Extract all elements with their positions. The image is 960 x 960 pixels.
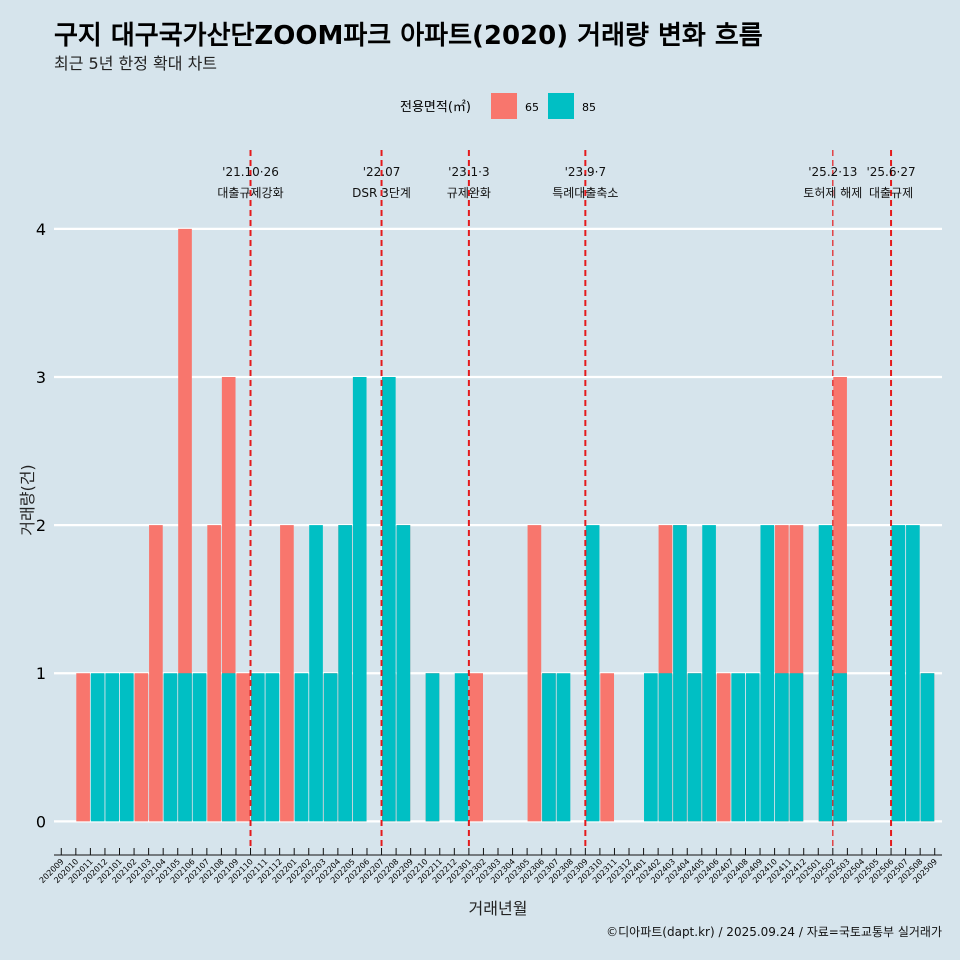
bar-65-202108 xyxy=(207,525,221,822)
bar-85-202204 xyxy=(338,525,352,822)
bar-65-202201 xyxy=(280,525,294,822)
bar-65-202104 xyxy=(149,525,163,822)
event-date: '23.9·7 xyxy=(565,165,606,179)
bar-65-202407 xyxy=(716,673,731,822)
bar-85-202208 xyxy=(396,525,411,822)
event-label: 특례대출축소 xyxy=(552,186,618,200)
legend: 전용면적(㎡) 65 85 xyxy=(400,93,596,119)
y-tick-label: 2 xyxy=(36,516,46,535)
legend-title: 전용면적(㎡) xyxy=(400,100,471,115)
bar-65-202311 xyxy=(600,673,615,822)
event-date: '21.10·26 xyxy=(222,165,279,179)
bar-85-202306 xyxy=(542,673,556,822)
bar-85-202501 xyxy=(818,525,833,822)
bar-85-202101 xyxy=(119,673,134,822)
event-date: '25.2·13 xyxy=(808,165,857,179)
y-axis: 0 1 2 3 4 xyxy=(36,220,46,831)
bar-65-202110 xyxy=(236,673,251,822)
bar-85-202407 xyxy=(731,673,746,822)
legend-label-85: 85 xyxy=(582,101,596,114)
y-tick-label: 3 xyxy=(36,368,46,387)
bar-85-202105 xyxy=(178,673,192,822)
bar-85-202106 xyxy=(192,673,207,822)
bar-65-202011 xyxy=(76,673,90,822)
bars xyxy=(76,228,935,822)
bar-85-202405 xyxy=(702,525,716,822)
bar-85-202410 xyxy=(775,673,789,822)
event-label: 대출규제 xyxy=(869,186,913,200)
event-date: '22.07 xyxy=(363,165,401,179)
bar-85-202401 xyxy=(644,673,658,822)
bar-85-202201 xyxy=(294,673,309,822)
legend-label-65: 65 xyxy=(525,101,539,114)
event-label: 규제완화 xyxy=(447,186,491,200)
event-label: 대출규제강화 xyxy=(217,186,283,200)
caption: ©디아파트(dapt.kr) / 2025.09.24 / 자료=국토교통부 실… xyxy=(606,925,942,939)
bar-85-202309 xyxy=(585,525,600,822)
bar-85-202411 xyxy=(789,673,804,822)
bar-85-202203 xyxy=(323,673,338,822)
bar-85-202502 xyxy=(833,673,847,822)
y-tick-label: 0 xyxy=(36,812,46,831)
bar-85-202202 xyxy=(309,525,323,822)
x-axis: 2020092020102020112020122021012021022021… xyxy=(38,848,942,885)
y-tick-label: 4 xyxy=(36,220,46,239)
bar-85-202012 xyxy=(105,673,120,822)
legend-swatch-65 xyxy=(491,93,517,119)
bar-85-202402 xyxy=(658,673,673,822)
y-tick-label: 1 xyxy=(36,664,46,683)
bar-85-202011 xyxy=(90,673,105,822)
bar-85-202409 xyxy=(760,525,775,822)
chart-title: 구지 대구국가산단ZOOM파크 아파트(2020) 거래량 변화 흐름 xyxy=(54,21,763,51)
bar-85-202111 xyxy=(265,673,280,822)
bar-85-202110 xyxy=(250,673,265,822)
bar-85-202408 xyxy=(745,673,760,822)
bar-85-202403 xyxy=(673,525,687,822)
event-date: '23.1·3 xyxy=(448,165,489,179)
bar-85-202507 xyxy=(906,525,920,822)
bar-65-202103 xyxy=(134,673,149,822)
bar-85-202506 xyxy=(891,525,906,822)
bar-85-202508 xyxy=(920,673,935,822)
y-axis-title: 거래량(건) xyxy=(18,464,37,535)
bar-85-202307 xyxy=(556,673,571,822)
bar-65-202302 xyxy=(469,673,483,822)
event-label: DSR 3단계 xyxy=(352,186,411,200)
bar-85-202207 xyxy=(381,376,396,822)
bar-85-202404 xyxy=(687,673,702,822)
bar-85-202108 xyxy=(221,673,236,822)
bar-85-202205 xyxy=(352,376,367,822)
bar-85-202212 xyxy=(454,673,469,822)
x-axis-title: 거래년월 xyxy=(469,899,528,918)
events: '21.10·26 대출규제강화 '22.07 DSR 3단계 '23.1·3 규제완화 '… xyxy=(217,150,916,848)
chart-subtitle: 최근 5년 한정 확대 차트 xyxy=(54,54,217,73)
bar-85-202104 xyxy=(163,673,178,822)
bar-65-202306 xyxy=(527,525,542,822)
event-label: 토허제 해제 xyxy=(803,186,862,200)
bar-85-202210 xyxy=(425,673,440,822)
legend-swatch-85 xyxy=(548,93,574,119)
event-date: '25.6·27 xyxy=(866,165,915,179)
